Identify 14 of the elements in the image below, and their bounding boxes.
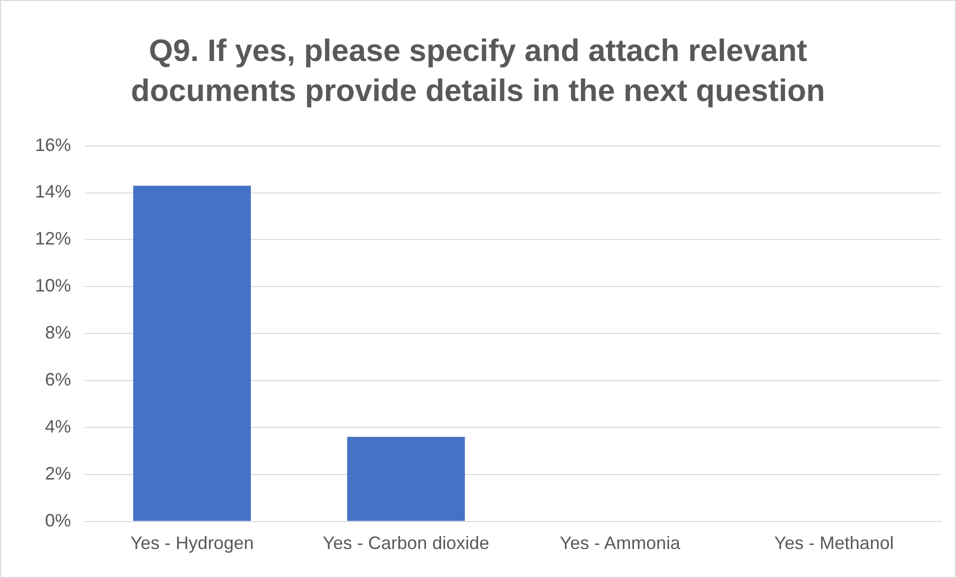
x-tick-label: Yes - Hydrogen [130,533,254,554]
y-tick-label: 10% [34,276,72,296]
y-tick-label: 16% [34,134,72,155]
y-tick-label: 0% [45,510,72,530]
x-tick-label: Yes - Methanol [774,533,894,554]
x-tick-label: Yes - Carbon dioxide [322,533,490,554]
y-tick-label: 8% [45,322,72,343]
y-tick-label: 14% [34,182,72,202]
y-tick-label: 6% [45,370,72,390]
y-tick-label: 12% [34,228,72,249]
chart-title: Q9. If yes, please specify and attach relevant documents provide details in the next question [130,32,826,110]
y-tick-label: 4% [45,416,72,436]
x-tick-label: Yes - Ammonia [560,533,682,554]
y-tick-label: 2% [45,463,72,484]
